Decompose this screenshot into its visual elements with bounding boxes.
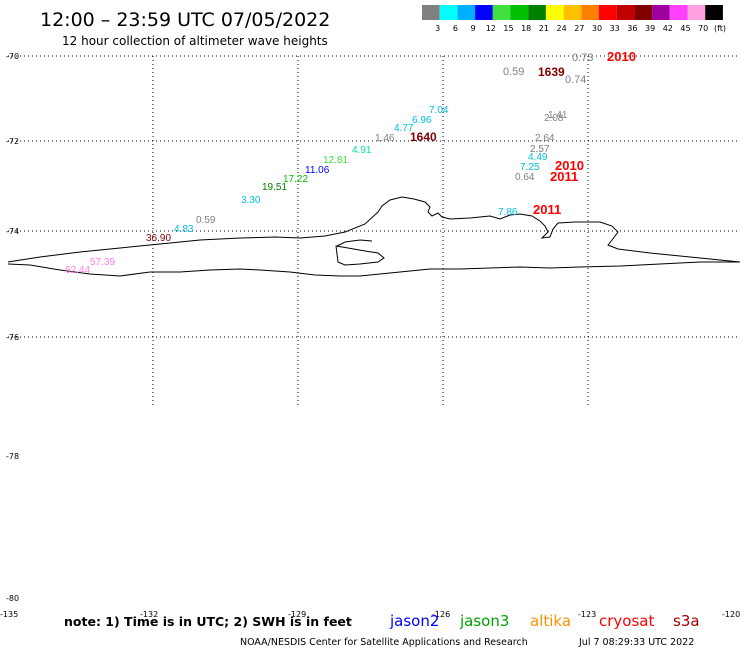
- footer-credit: NOAA/NESDIS Center for Satellite Applica…: [240, 637, 528, 648]
- lat-label: -70: [6, 52, 19, 61]
- lon-label: -120: [722, 610, 740, 619]
- colorbar-tick-label: 45: [680, 24, 690, 33]
- colorbar-swatch: [439, 5, 458, 20]
- colorbar-swatch: [492, 5, 511, 20]
- colorbar-swatch: [705, 5, 723, 20]
- map-title: 12:00 – 23:59 UTC 07/05/2022: [40, 9, 330, 31]
- colorbar-tick-label: 21: [539, 24, 549, 33]
- wave-height-label: 17.22: [283, 174, 308, 185]
- coastline: [7, 196, 740, 277]
- wave-height-label: 4.83: [174, 224, 194, 235]
- colorbar-tick-label: 24: [557, 24, 567, 33]
- colorbar-swatch: [669, 5, 688, 20]
- satellite-altika: altika: [530, 612, 571, 630]
- wave-height-label: 2.64: [535, 133, 555, 144]
- lon-label: -135: [0, 610, 18, 619]
- wave-height-label: 19.51: [262, 182, 287, 193]
- colorbar-tick-label: 42: [663, 24, 673, 33]
- wave-height-label: 2011: [533, 202, 561, 217]
- colorbar-swatch: [422, 5, 440, 20]
- colorbar-tick-label: 6: [453, 24, 458, 33]
- colorbar-swatch: [634, 5, 653, 20]
- latitude-labels: -70 -72 -74 -76 -78 -80: [6, 52, 19, 603]
- wave-height-label: 12.81: [323, 155, 348, 166]
- wave-height-label: 1.41: [548, 110, 568, 121]
- satellite-s3a: s3a: [673, 612, 700, 630]
- colorbar-swatch: [616, 5, 635, 20]
- colorbar-swatch: [475, 5, 493, 20]
- satellite-jason3: jason3: [459, 612, 509, 630]
- colorbar-tick-label: 15: [503, 24, 513, 33]
- satellite-cryosat: cryosat: [599, 612, 654, 630]
- wave-height-label: 0.59: [503, 66, 524, 78]
- longitude-labels: -135 -132 -129 -126 -123 -120: [0, 610, 740, 619]
- wave-height-label: 7.04: [429, 105, 449, 116]
- colorbar-swatch: [510, 5, 529, 20]
- wave-height-label: 2.08: [544, 113, 564, 124]
- colorbar-tick-label: 12: [486, 24, 496, 33]
- lon-label: -126: [432, 610, 450, 619]
- wave-height-label: 4.91: [352, 145, 372, 156]
- colorbar-tick-label: 3: [435, 24, 440, 33]
- footer-timestamp: Jul 7 08:29:33 UTC 2022: [578, 637, 694, 648]
- colorbar-swatch: [528, 5, 546, 20]
- colorbar-swatch: [652, 5, 670, 20]
- lon-label: -129: [288, 610, 306, 619]
- lon-label: -132: [140, 610, 158, 619]
- wave-height-label: 1639: [538, 65, 565, 79]
- colorbar-tick-label: 33: [610, 24, 620, 33]
- wave-height-label: 4.49: [528, 152, 548, 163]
- wave-height-label: 36.90: [146, 233, 171, 244]
- colorbar-swatch: [545, 5, 564, 20]
- wave-height-label: 0.73: [572, 52, 593, 64]
- colorbar-tick-label: 70: [698, 24, 708, 33]
- wave-height-label: 2.57: [530, 144, 550, 155]
- footer-note: note: 1) Time is in UTC; 2) SWH is in fe…: [64, 614, 352, 629]
- lat-label: -80: [6, 594, 19, 603]
- wave-height-label: 2010: [607, 49, 636, 64]
- wave-height-label: 62.44: [65, 265, 90, 276]
- wave-height-label: 2010: [555, 158, 584, 173]
- wave-height-label: 7.25: [520, 162, 540, 173]
- map-subtitle: 12 hour collection of altimeter wave hei…: [62, 34, 328, 48]
- colorbar-swatch: [457, 5, 476, 20]
- wave-height-label: 1.46: [375, 133, 395, 144]
- colorbar-tick-label: 39: [645, 24, 655, 33]
- satellite-legend: jason2 jason3 altika cryosat s3a: [389, 612, 700, 630]
- wave-height-label: 6.96: [412, 115, 432, 126]
- colorbar-tick-label: 36: [627, 24, 637, 33]
- lat-label: -74: [6, 227, 19, 236]
- wave-height-label: 0.64: [515, 172, 535, 183]
- wave-height-label: 2011: [550, 169, 578, 184]
- wave-height-label: 57.39: [90, 257, 115, 268]
- colorbar-unit: (ft): [714, 24, 726, 33]
- lat-label: -76: [6, 333, 19, 342]
- satellite-jason2: jason2: [389, 612, 439, 630]
- colorbar-tick-label: 18: [521, 24, 531, 33]
- colorbar-swatch: [599, 5, 617, 20]
- lat-label: -78: [6, 452, 19, 461]
- lon-label: -123: [578, 610, 596, 619]
- colorbar-swatch: [563, 5, 582, 20]
- colorbar-tick-label: 27: [574, 24, 584, 33]
- colorbar-tick-label: 30: [592, 24, 602, 33]
- colorbar-swatch: [581, 5, 599, 20]
- wave-height-label: 7.86: [498, 207, 518, 218]
- wave-height-label: 4.77: [394, 123, 414, 134]
- wave-height-label: 11.06: [305, 165, 330, 176]
- wave-height-label: 3.30: [241, 195, 261, 206]
- colorbar-legend: 3 6 9 12 15 18 21 24 27 30 33 36 39 42 45 70: [422, 5, 723, 33]
- wave-height-label: 1640: [410, 130, 437, 144]
- colorbar-swatch: [687, 5, 706, 20]
- lat-label: -72: [6, 137, 19, 146]
- wave-height-label: 0.74: [565, 74, 586, 86]
- wave-height-label: 0.59: [196, 215, 216, 226]
- graticule: [8, 55, 740, 408]
- colorbar-tick-label: 9: [471, 24, 476, 33]
